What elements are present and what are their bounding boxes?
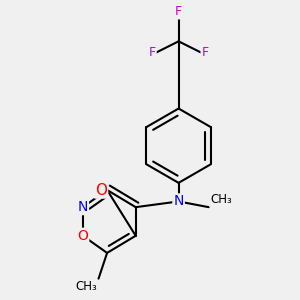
Text: F: F <box>175 5 182 19</box>
Text: F: F <box>202 46 208 59</box>
Text: N: N <box>78 200 88 214</box>
Text: F: F <box>148 46 156 59</box>
Text: O: O <box>77 229 88 243</box>
Text: CH₃: CH₃ <box>210 193 232 206</box>
Text: N: N <box>173 194 184 208</box>
Text: O: O <box>95 182 107 197</box>
Text: CH₃: CH₃ <box>75 280 97 293</box>
